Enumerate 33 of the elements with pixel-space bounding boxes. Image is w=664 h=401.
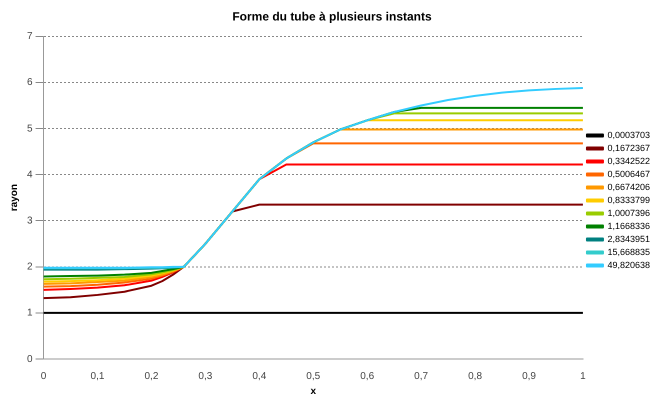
x-tick-label: 0,8 bbox=[468, 370, 482, 382]
legend-label: 15,668835 bbox=[607, 246, 650, 257]
y-tick-label: 7 bbox=[27, 31, 33, 42]
x-tick-label: 0,1 bbox=[90, 370, 105, 382]
y-tick-label: 3 bbox=[27, 215, 33, 226]
x-tick-label: 0,2 bbox=[144, 370, 159, 382]
y-tick-label: 2 bbox=[27, 262, 33, 273]
legend-label: 1,0007396 bbox=[607, 208, 650, 218]
x-tick-label: 0,5 bbox=[306, 370, 321, 382]
y-tick-label: 4 bbox=[27, 169, 33, 180]
y-tick-label: 5 bbox=[27, 123, 33, 134]
y-tick-label: 1 bbox=[27, 308, 33, 319]
x-tick-label: 0,9 bbox=[522, 370, 536, 382]
y-tick-label: 0 bbox=[27, 354, 33, 365]
x-tick-label: 0,6 bbox=[360, 370, 375, 382]
x-tick-label: 0,3 bbox=[198, 370, 213, 382]
legend-label: 2,8343951 bbox=[607, 234, 650, 244]
x-axis-title: x bbox=[310, 386, 316, 397]
x-tick-label: 0,7 bbox=[414, 370, 429, 382]
legend-label: 0,5006467 bbox=[607, 168, 650, 179]
y-axis-title: rayon bbox=[8, 184, 20, 212]
legend-label: 0,3342522 bbox=[607, 156, 650, 166]
legend-label: 0,8333799 bbox=[607, 194, 650, 205]
y-tick-label: 6 bbox=[27, 77, 33, 88]
chart-title: Forme du tube à plusieurs instants bbox=[232, 10, 432, 24]
legend-label: 0,1672367 bbox=[607, 142, 650, 153]
x-tick-label: 0 bbox=[40, 370, 47, 382]
x-tick-label: 0,4 bbox=[252, 370, 267, 382]
legend-label: 0,6674206 bbox=[607, 182, 650, 192]
legend-label: 0,0003703 bbox=[607, 130, 650, 140]
legend-label: 49,820638 bbox=[607, 260, 650, 270]
legend-label: 1,1668336 bbox=[607, 220, 650, 231]
x-tick-label: 1 bbox=[580, 370, 586, 382]
